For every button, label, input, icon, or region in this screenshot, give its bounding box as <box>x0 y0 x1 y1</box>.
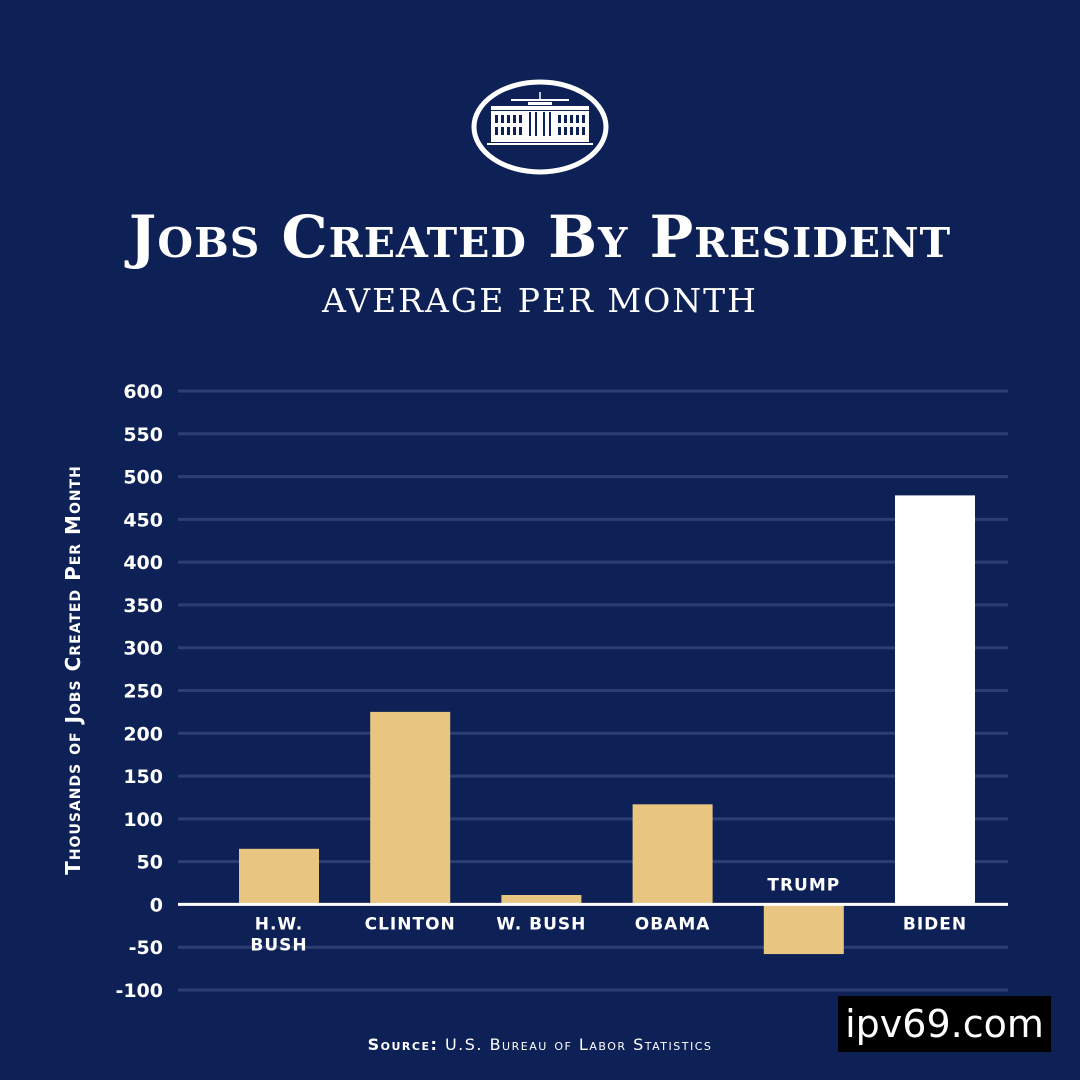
watermark: ipv69.com <box>838 996 1051 1052</box>
y-tick-label: 600 <box>123 381 163 403</box>
y-tick-label: 300 <box>123 638 163 660</box>
category-label: BIDEN <box>903 914 967 934</box>
bar <box>895 495 975 905</box>
category-labels: H.W.BUSH CLINTON W. BUSH OBAMA TRUMP BIDEN <box>250 875 967 955</box>
bar <box>763 904 844 955</box>
y-tick-label: 500 <box>123 467 163 489</box>
y-tick-label: 550 <box>123 424 163 446</box>
y-tick-label: 50 <box>137 852 163 874</box>
chart-title: Jobs Created By President <box>128 203 952 271</box>
source-label: Source: <box>367 1035 439 1054</box>
category-label: W. BUSH <box>496 914 586 934</box>
y-tick-label: 0 <box>150 894 163 916</box>
bar <box>501 895 582 905</box>
category-label: H.W. <box>255 914 304 934</box>
y-tick-label: 450 <box>123 509 163 531</box>
y-tick-label: 350 <box>123 595 163 617</box>
y-tick-label: 150 <box>123 766 163 788</box>
category-label: CLINTON <box>365 914 456 934</box>
white-house-logo <box>471 79 609 175</box>
white-house-icon <box>471 79 609 175</box>
category-label: BUSH <box>250 935 307 955</box>
y-tick-label: 400 <box>123 552 163 574</box>
source-note: Source: U.S. Bureau of Labor Statistics <box>0 1035 1080 1054</box>
bar <box>239 848 319 905</box>
y-tick-label: -100 <box>115 980 163 1002</box>
chart-subtitle: AVERAGE PER MONTH <box>322 281 758 320</box>
source-text: U.S. Bureau of Labor Statistics <box>444 1035 713 1054</box>
y-tick-label: 250 <box>123 681 163 703</box>
bars <box>239 495 975 955</box>
y-tick-label: 200 <box>123 723 163 745</box>
y-tick-labels: 600550500450400350300250200150100500-50-… <box>115 381 163 1002</box>
category-label: TRUMP <box>767 875 840 895</box>
bar <box>370 711 451 905</box>
category-label: OBAMA <box>635 914 711 934</box>
y-axis-label: Thousands of Jobs Created Per Month <box>61 465 85 875</box>
bar <box>632 804 713 905</box>
y-tick-label: 100 <box>123 809 163 831</box>
y-tick-label: -50 <box>129 937 163 959</box>
